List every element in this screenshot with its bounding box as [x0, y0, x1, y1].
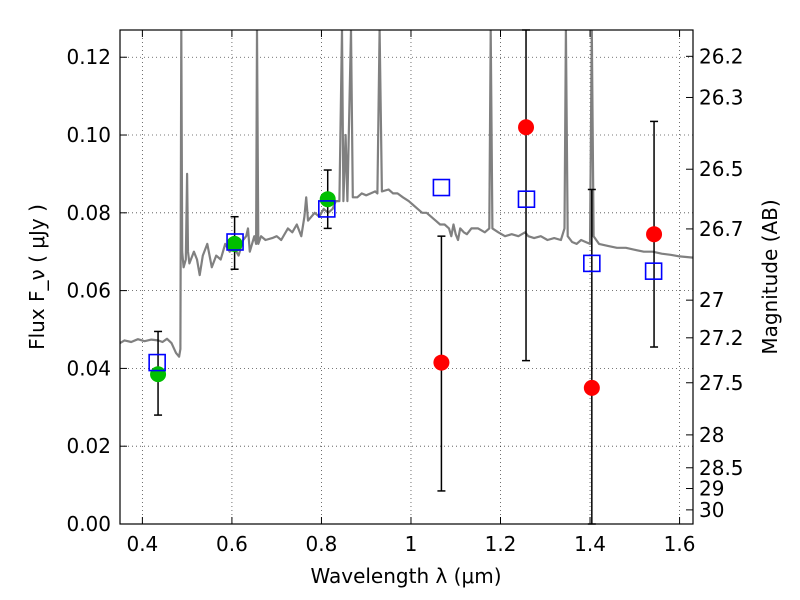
mag-tick-label: 27	[699, 288, 724, 312]
model-flux-square	[517, 190, 536, 209]
x-tick-label: 1.6	[664, 532, 696, 556]
y-tick-label: 0.12	[66, 45, 111, 69]
x-tick-label: 0.8	[306, 532, 338, 556]
error-bars	[154, 29, 659, 525]
flux-point	[150, 366, 167, 383]
ticks: 0.4 0.6 0.8 1 1.2 1.4 1.6 0.00 0.02 0.04 0.06 0.08 0…	[66, 30, 744, 556]
mag-tick-label: 27.2	[699, 326, 744, 350]
x-tick-label: 1.2	[485, 532, 517, 556]
model-spectrum-line	[120, 30, 693, 358]
x-tick-label: 0.4	[126, 532, 158, 556]
model-flux-square	[644, 262, 663, 280]
flux-point	[646, 226, 663, 243]
y-tick-label: 0.02	[66, 434, 111, 458]
y-axis-right-title: Magnitude (AB)	[758, 199, 782, 354]
mag-tick-label: 26.7	[699, 217, 744, 241]
flux-point	[226, 235, 243, 252]
model-flux-square	[432, 178, 451, 197]
y-tick-label: 0.10	[66, 123, 111, 147]
flux-point	[518, 119, 535, 136]
x-tick-label: 0.6	[216, 532, 248, 556]
model-flux-square	[318, 200, 336, 218]
data-layer	[120, 30, 693, 358]
mag-tick-label: 29	[699, 477, 724, 501]
markers	[148, 119, 663, 396]
y-axis-title: Flux F_ν ( μJy )	[25, 204, 49, 350]
flux-point	[583, 379, 600, 396]
model-flux-square	[583, 254, 601, 273]
mag-tick-label: 30	[699, 498, 724, 522]
plot-frame	[119, 29, 694, 525]
y-tick-label: 0.08	[66, 201, 111, 225]
mag-tick-label: 27.5	[699, 371, 744, 395]
grid-lines	[120, 30, 693, 525]
mag-tick-label: 26.3	[699, 85, 744, 109]
x-axis-title: Wavelength λ (μm)	[310, 564, 501, 588]
x-tick-label: 1	[405, 532, 418, 556]
flux-point	[433, 354, 450, 371]
y-tick-label: 0.04	[66, 356, 111, 380]
y-tick-label: 0.06	[66, 279, 111, 303]
x-tick-label: 1.4	[574, 532, 606, 556]
mag-tick-label: 28.5	[699, 456, 744, 480]
mag-tick-label: 26.2	[699, 44, 744, 68]
mag-tick-label: 28	[699, 423, 724, 447]
y-tick-label: 0.00	[66, 512, 111, 536]
model-flux-square	[226, 233, 244, 251]
model-flux-square	[148, 353, 166, 372]
flux-point	[319, 191, 336, 208]
mag-tick-label: 26.5	[699, 157, 744, 181]
